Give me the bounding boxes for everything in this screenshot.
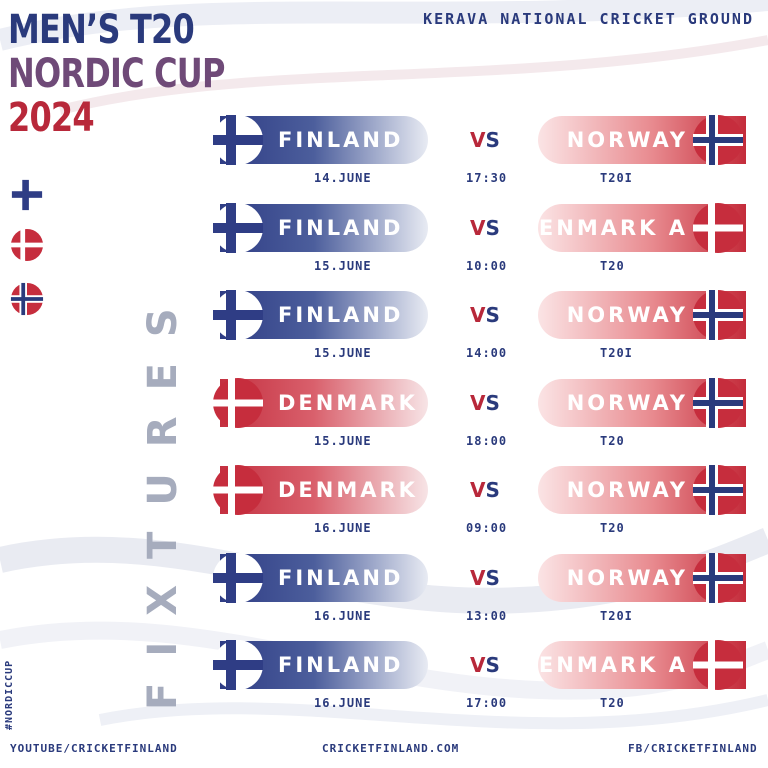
- finland-flag-icon: [213, 202, 263, 253]
- vs-letter-v: V: [470, 215, 486, 240]
- fixture-row: FINLAND NORWAY VS 15.JUNE 14:00 T20I: [0, 290, 768, 371]
- vs-label: VS: [470, 554, 500, 602]
- match-time: 13:00: [466, 608, 508, 623]
- match-time: 09:00: [466, 521, 508, 535]
- match-format: T20: [600, 258, 625, 273]
- match-time: 14:00: [466, 346, 508, 360]
- match-date: 15.JUNE: [314, 346, 372, 360]
- home-team-name: FINLAND: [278, 303, 404, 327]
- away-team-name: NORWAY: [566, 478, 688, 502]
- vs-label: VS: [470, 291, 500, 339]
- denmark-flag-icon: [10, 228, 44, 262]
- home-team-name: FINLAND: [278, 215, 404, 240]
- denmark-flag-icon: [693, 202, 743, 253]
- facebook-link[interactable]: FB/CRICKETFINLAND: [628, 742, 758, 755]
- vs-letter-s: S: [485, 390, 500, 415]
- vs-letter-s: S: [485, 478, 500, 502]
- fixture-row: DENMARK A NORWAY VS 15.JUNE 18:00 T20: [0, 377, 768, 459]
- vs-letter-v: V: [470, 653, 486, 677]
- match-time: 17:30: [466, 171, 508, 185]
- vs-letter-s: S: [485, 128, 500, 152]
- home-team-name: FINLAND: [278, 653, 404, 677]
- norway-flag-icon: [693, 465, 743, 515]
- home-team-name: DENMARK A: [278, 478, 448, 502]
- vs-letter-s: S: [485, 653, 500, 677]
- fixture-row: FINLAND DENMARK A VS 15.JUNE 10:00 T20: [0, 202, 768, 284]
- vs-label: VS: [470, 116, 500, 164]
- match-format: T20I: [600, 608, 633, 623]
- norway-flag-icon: [693, 377, 743, 428]
- finland-flag-icon: [213, 115, 263, 165]
- match-date: 14.JUNE: [314, 171, 372, 185]
- vs-letter-s: S: [485, 303, 500, 327]
- fixture-row: FINLAND NORWAY VS 16.JUNE 13:00 T20I: [0, 552, 768, 634]
- match-date: 16.JUNE: [314, 608, 372, 623]
- vs-label: VS: [470, 204, 500, 252]
- vs-letter-v: V: [470, 478, 486, 502]
- norway-flag-icon: [693, 115, 743, 165]
- vs-letter-s: S: [485, 215, 500, 240]
- vs-label: VS: [470, 379, 500, 427]
- title-line-1: MEN’S T20: [8, 7, 195, 53]
- page-title: MEN’S T20 NORDIC CUP 2024: [8, 8, 225, 140]
- match-format: T20I: [600, 171, 633, 185]
- away-team-name: NORWAY: [566, 565, 688, 590]
- vs-letter-v: V: [470, 565, 486, 590]
- match-date: 15.JUNE: [314, 258, 372, 273]
- denmark-flag-icon: [213, 377, 263, 428]
- fixture-row: FINLAND DENMARK A VS 16.JUNE 17:00 T20: [0, 640, 768, 721]
- vs-label: VS: [470, 466, 500, 514]
- finland-flag-icon: [213, 640, 263, 690]
- match-date: 16.JUNE: [314, 696, 372, 710]
- website-link[interactable]: CRICKETFINLAND.COM: [322, 742, 460, 755]
- match-date: 15.JUNE: [314, 433, 372, 448]
- denmark-flag-icon: [213, 465, 263, 515]
- finland-flag-icon: [213, 290, 263, 340]
- away-team-name: NORWAY: [566, 390, 688, 415]
- vs-letter-v: V: [470, 128, 486, 152]
- finland-flag-icon: [11, 179, 43, 211]
- norway-flag-icon: [10, 282, 44, 316]
- vs-letter-v: V: [470, 303, 486, 327]
- match-format: T20: [600, 521, 625, 535]
- away-team-name: DENMARK A: [518, 215, 688, 240]
- title-line-2: NORDIC CUP: [8, 51, 225, 97]
- match-date: 16.JUNE: [314, 521, 372, 535]
- denmark-flag-icon: [693, 640, 743, 690]
- match-format: T20I: [600, 346, 633, 360]
- vs-letter-v: V: [470, 390, 486, 415]
- away-team-name: NORWAY: [566, 303, 688, 327]
- match-format: T20: [600, 433, 625, 448]
- match-format: T20: [600, 696, 625, 710]
- norway-flag-icon: [693, 552, 743, 603]
- match-time: 10:00: [466, 258, 508, 273]
- title-line-3: 2024: [8, 95, 95, 141]
- youtube-link[interactable]: YOUTUBE/CRICKETFINLAND: [10, 742, 178, 755]
- vs-letter-s: S: [485, 565, 500, 590]
- norway-flag-icon: [693, 290, 743, 340]
- finland-flag-icon: [213, 552, 263, 603]
- home-team-name: DENMARK A: [278, 390, 448, 415]
- away-team-name: NORWAY: [566, 128, 688, 152]
- match-time: 18:00: [466, 433, 508, 448]
- fixture-row: DENMARK A NORWAY VS 16.JUNE 09:00 T20: [0, 465, 768, 546]
- fixture-row: FINLAND NORWAY VS 14.JUNE 17:30 T20I: [0, 115, 768, 196]
- away-team-name: DENMARK A: [518, 653, 688, 677]
- home-team-name: FINLAND: [278, 128, 404, 152]
- venue-label: KERAVA NATIONAL CRICKET GROUND: [423, 10, 754, 28]
- home-team-name: FINLAND: [278, 565, 404, 590]
- vs-label: VS: [470, 641, 500, 689]
- match-time: 17:00: [466, 696, 508, 710]
